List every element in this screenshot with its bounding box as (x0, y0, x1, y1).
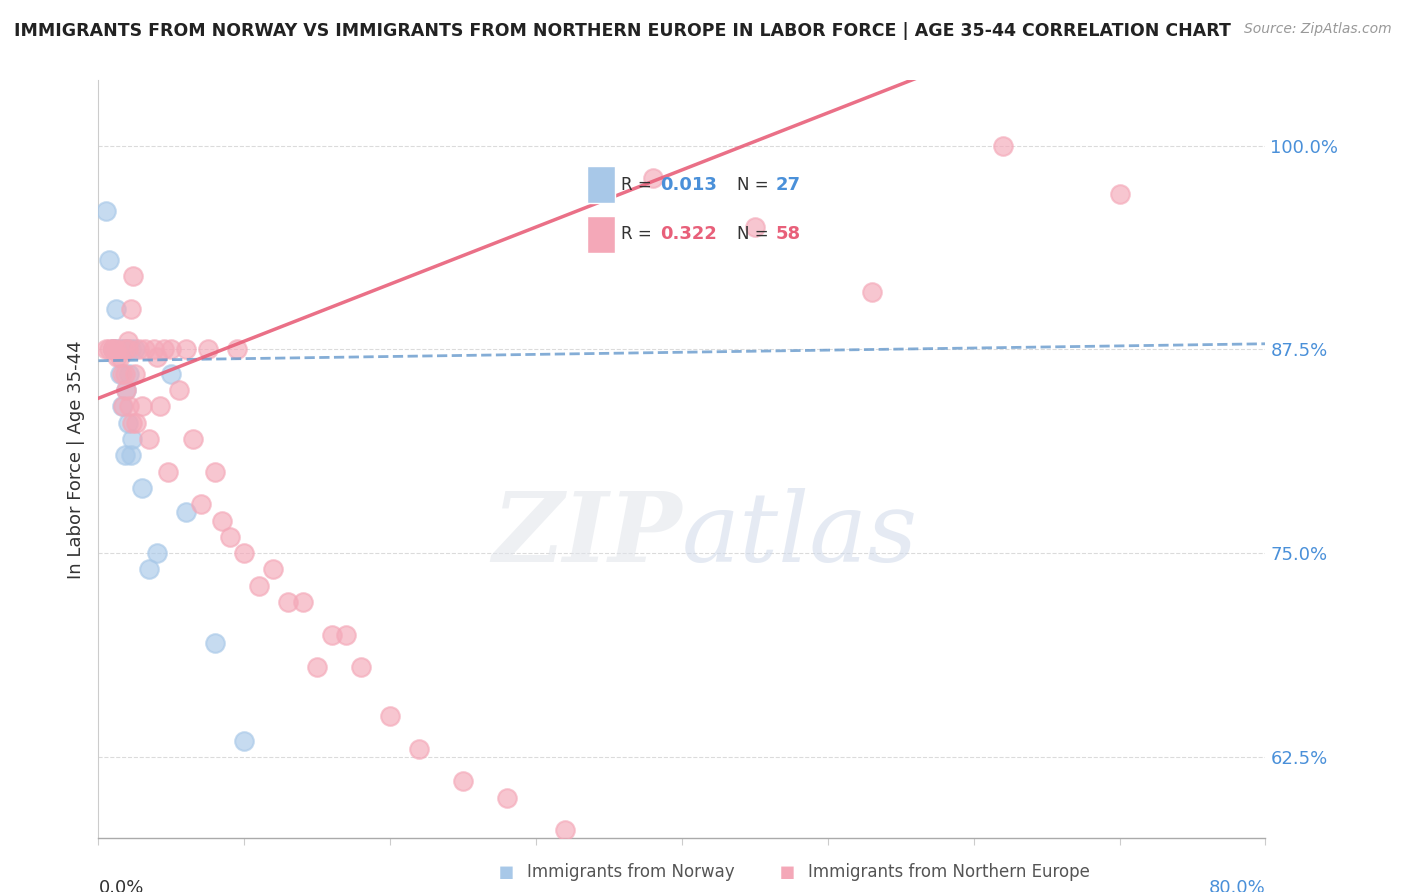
Text: atlas: atlas (682, 488, 918, 582)
Point (157, 465, 180, 479)
Point (218, 530, 240, 544)
Point (204, 636, 226, 650)
Text: Immigrants from Norway: Immigrants from Norway (527, 863, 735, 881)
Point (277, 595, 299, 609)
Text: 80.0%: 80.0% (1209, 880, 1265, 892)
Point (104, 343, 127, 357)
Point (104, 301, 127, 316)
Point (97, 252, 120, 267)
Point (125, 416, 148, 430)
Point (408, 741, 430, 756)
Point (307, 660, 329, 674)
Point (167, 383, 190, 397)
Point (350, 660, 373, 674)
Point (117, 416, 139, 430)
Point (101, 343, 124, 357)
Point (641, 171, 664, 186)
Point (115, 383, 138, 397)
Point (117, 343, 139, 357)
Point (115, 383, 138, 397)
Point (114, 343, 136, 357)
Point (142, 343, 165, 357)
Point (128, 343, 150, 357)
Point (262, 562, 284, 576)
Point (101, 343, 124, 357)
Point (110, 367, 132, 381)
Point (110, 351, 132, 365)
Point (146, 351, 169, 365)
Point (860, 285, 883, 300)
Point (174, 505, 197, 519)
Point (101, 343, 124, 357)
Point (110, 343, 132, 357)
Point (247, 579, 270, 593)
Point (112, 343, 135, 357)
Point (101, 343, 124, 357)
Point (153, 343, 176, 357)
Point (105, 343, 128, 357)
Point (114, 448, 136, 462)
Point (197, 343, 219, 357)
Text: Immigrants from Northern Europe: Immigrants from Northern Europe (808, 863, 1090, 881)
Point (121, 416, 143, 430)
Point (105, 351, 128, 365)
Point (211, 514, 233, 528)
Point (94, 203, 117, 218)
Point (134, 343, 156, 357)
Point (117, 334, 139, 348)
Point (111, 367, 134, 381)
Point (117, 343, 139, 357)
Point (112, 400, 135, 414)
Point (118, 367, 141, 381)
Point (111, 400, 134, 414)
Point (149, 400, 172, 414)
Point (291, 595, 314, 609)
Point (335, 628, 357, 642)
Point (496, 790, 519, 805)
Point (1108, 187, 1130, 202)
Point (124, 343, 146, 357)
Text: 0.0%: 0.0% (98, 880, 143, 892)
Point (991, 138, 1014, 153)
Text: ▪: ▪ (498, 861, 515, 884)
Point (114, 343, 136, 357)
Point (181, 432, 204, 446)
Y-axis label: In Labor Force | Age 35-44: In Labor Force | Age 35-44 (66, 340, 84, 579)
Point (124, 367, 146, 381)
Point (131, 481, 153, 495)
Text: ZIP: ZIP (492, 488, 682, 582)
Point (138, 562, 160, 576)
Point (204, 465, 226, 479)
Point (174, 343, 197, 357)
Point (744, 220, 766, 235)
Point (94, 343, 117, 357)
Point (114, 367, 136, 381)
Point (160, 367, 183, 381)
Point (226, 343, 249, 357)
Point (97, 343, 120, 357)
Point (554, 823, 576, 838)
Point (131, 400, 153, 414)
Point (380, 709, 402, 723)
Point (120, 343, 142, 357)
Point (122, 268, 145, 283)
Point (451, 774, 474, 789)
Point (321, 628, 343, 642)
Point (190, 497, 212, 511)
Point (138, 432, 160, 446)
Text: ▪: ▪ (779, 861, 796, 884)
Point (160, 343, 183, 357)
Text: IMMIGRANTS FROM NORWAY VS IMMIGRANTS FROM NORTHERN EUROPE IN LABOR FORCE | AGE 3: IMMIGRANTS FROM NORWAY VS IMMIGRANTS FRO… (14, 22, 1230, 40)
Point (146, 546, 169, 560)
Point (233, 546, 256, 560)
Point (233, 733, 256, 747)
Point (120, 448, 142, 462)
Point (118, 400, 141, 414)
Point (120, 301, 142, 316)
Point (121, 432, 143, 446)
Text: Source: ZipAtlas.com: Source: ZipAtlas.com (1244, 22, 1392, 37)
